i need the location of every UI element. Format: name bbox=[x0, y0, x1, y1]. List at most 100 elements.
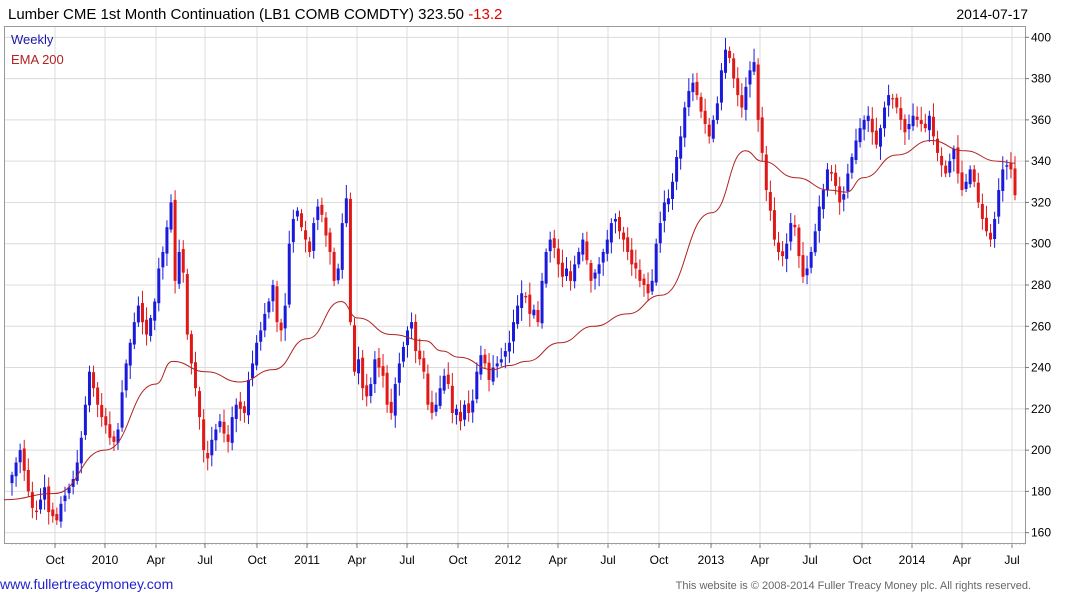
candle-body bbox=[797, 227, 801, 257]
y-tick-label: 360 bbox=[1031, 113, 1051, 127]
candle-body bbox=[724, 49, 728, 73]
candle-body bbox=[907, 124, 911, 130]
candle-body bbox=[512, 322, 515, 342]
candle-body bbox=[630, 249, 634, 265]
candle-body bbox=[573, 264, 577, 282]
candle-body bbox=[100, 404, 104, 418]
candle-body bbox=[499, 359, 503, 363]
candle-body bbox=[944, 165, 948, 174]
x-tick-label: Oct bbox=[449, 553, 468, 567]
candle-body bbox=[544, 251, 548, 284]
candle-body bbox=[450, 385, 454, 413]
candle-body bbox=[67, 487, 71, 494]
candle-body bbox=[246, 379, 250, 416]
candle-body bbox=[850, 157, 854, 173]
candle-body bbox=[984, 217, 988, 232]
candle-body bbox=[834, 172, 838, 186]
candle-body bbox=[858, 128, 862, 143]
candle-body bbox=[687, 90, 691, 108]
x-tick-label: Oct bbox=[650, 553, 669, 567]
candle-body bbox=[59, 503, 63, 522]
candle-body bbox=[393, 384, 397, 416]
candle-body bbox=[230, 417, 234, 443]
candle-body bbox=[507, 342, 511, 352]
candle-body bbox=[666, 198, 670, 205]
candle-body bbox=[202, 419, 206, 451]
candle-body bbox=[862, 119, 866, 130]
candle-body bbox=[414, 321, 418, 352]
candle-body bbox=[177, 251, 181, 284]
y-tick-label: 380 bbox=[1031, 72, 1051, 86]
candle-body bbox=[242, 406, 246, 413]
candle-body bbox=[344, 198, 348, 224]
y-tick-label: 200 bbox=[1031, 443, 1051, 457]
candle-body bbox=[556, 248, 560, 265]
x-tick-label: Oct bbox=[46, 553, 65, 567]
candle-body bbox=[279, 322, 283, 331]
candle-body bbox=[866, 115, 870, 122]
candle-body bbox=[271, 285, 275, 302]
candle-body bbox=[781, 251, 785, 257]
candle-body bbox=[149, 318, 153, 336]
candle-body bbox=[842, 194, 846, 200]
candle-body bbox=[662, 202, 666, 221]
candle-body bbox=[26, 469, 30, 492]
candle-body bbox=[275, 286, 279, 323]
candle-body bbox=[332, 251, 336, 281]
candle-body bbox=[1005, 165, 1009, 167]
candle-body bbox=[479, 355, 483, 375]
candle-body bbox=[601, 251, 605, 263]
candle-body bbox=[540, 280, 544, 324]
candle-body bbox=[251, 363, 255, 379]
legend-weekly: Weekly bbox=[11, 32, 54, 47]
candle-body bbox=[381, 366, 385, 376]
candle-body bbox=[936, 138, 940, 153]
candle-body bbox=[75, 462, 79, 481]
candle-body bbox=[267, 301, 271, 313]
candle-body bbox=[887, 95, 891, 106]
x-tick-label: Apr bbox=[147, 553, 166, 567]
candle-body bbox=[740, 95, 744, 108]
candle-body bbox=[369, 384, 373, 397]
candle-body bbox=[320, 204, 324, 215]
candle-body bbox=[846, 173, 850, 192]
candle-body bbox=[30, 492, 34, 508]
candle-body bbox=[463, 404, 467, 420]
candle-body bbox=[96, 387, 100, 405]
candle-body bbox=[805, 268, 809, 276]
candle-body bbox=[108, 424, 112, 438]
copyright-notice: This website is © 2008-2014 Fuller Treac… bbox=[675, 580, 1031, 592]
candle-body bbox=[140, 303, 144, 323]
candle-body bbox=[756, 64, 760, 120]
x-tick-label: Apr bbox=[751, 553, 770, 567]
candle-body bbox=[357, 359, 361, 374]
candle-body bbox=[895, 97, 899, 108]
candle-body bbox=[728, 50, 732, 58]
candle-body bbox=[503, 351, 507, 357]
candle-body bbox=[715, 103, 719, 121]
candle-body bbox=[422, 358, 426, 372]
candle-body bbox=[613, 218, 617, 222]
x-tick-label: Apr bbox=[549, 553, 568, 567]
candle-body bbox=[14, 462, 18, 477]
candle-body bbox=[931, 116, 935, 137]
candle-body bbox=[699, 96, 703, 112]
candle-body bbox=[283, 305, 287, 329]
candle-body bbox=[291, 218, 295, 243]
candle-body bbox=[377, 357, 381, 368]
candle-body bbox=[626, 237, 630, 252]
x-tick-label: Apr bbox=[348, 553, 367, 567]
y-tick-label: 400 bbox=[1031, 30, 1051, 44]
candle-body bbox=[597, 264, 601, 274]
candle-body bbox=[801, 255, 805, 277]
y-tick-label: 260 bbox=[1031, 319, 1051, 333]
candle-body bbox=[993, 218, 997, 240]
candle-body bbox=[22, 448, 26, 471]
candle-body bbox=[516, 305, 520, 325]
website-link[interactable]: www.fullertreacymoney.com bbox=[0, 576, 174, 592]
candle-body bbox=[434, 404, 438, 412]
candle-body bbox=[618, 217, 622, 232]
candle-body bbox=[181, 249, 185, 273]
candle-body bbox=[145, 319, 149, 335]
candle-body bbox=[169, 202, 173, 230]
